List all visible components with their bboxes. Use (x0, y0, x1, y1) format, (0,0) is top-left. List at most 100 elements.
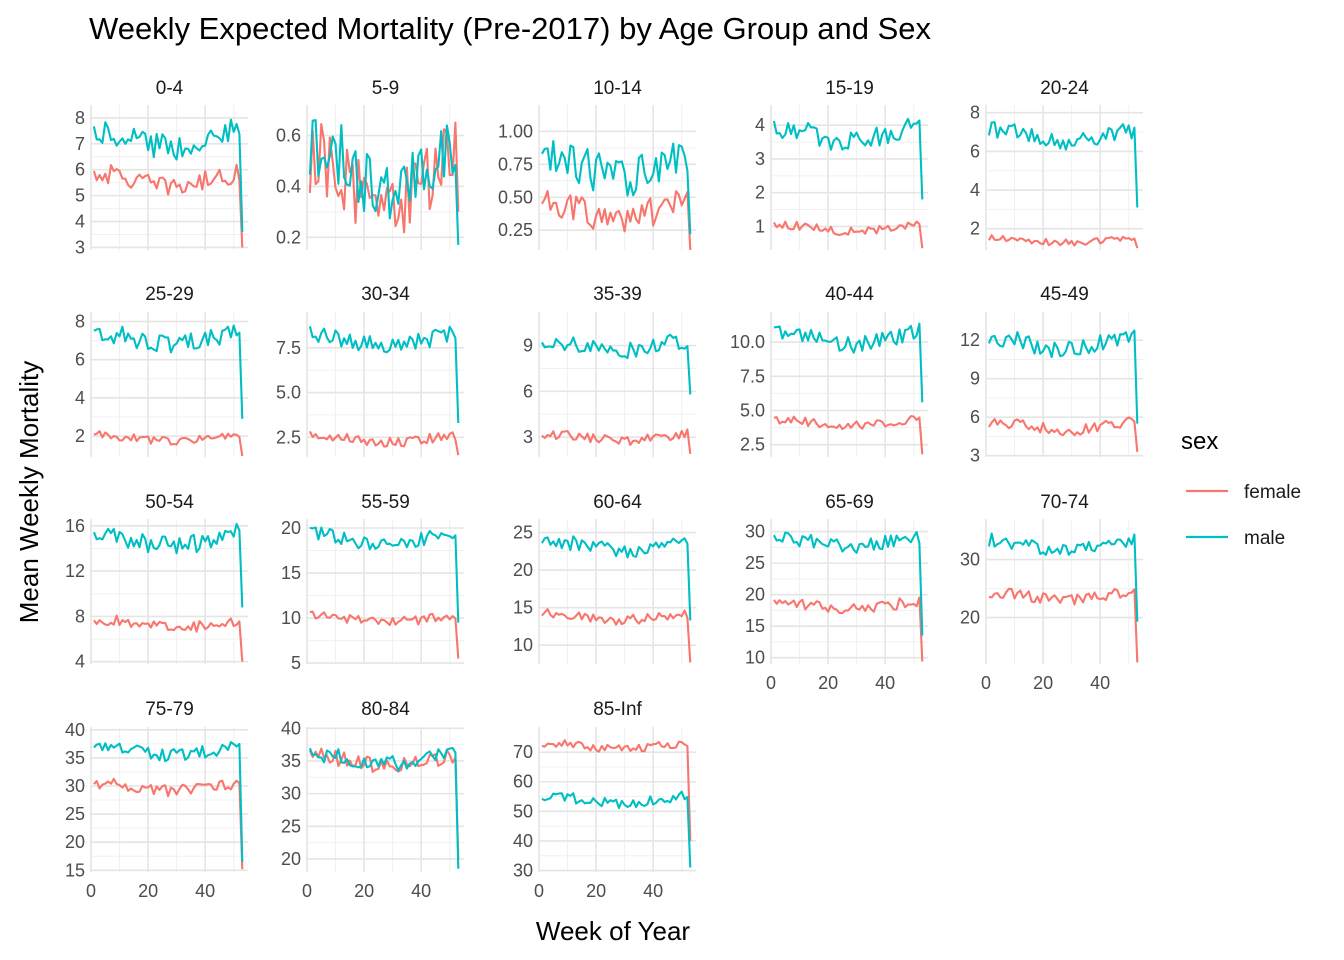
y-tick-label: 30 (281, 784, 301, 804)
y-tick-label: 25 (745, 553, 765, 573)
y-tick-label: 4 (75, 212, 85, 232)
series-line-female (540, 189, 692, 251)
x-tick-label: 0 (766, 673, 776, 693)
facet-panel-5-9: 5-9 0.2 0.4 0.6 (276, 78, 464, 250)
series-line-female (93, 777, 244, 870)
facet-title: 5-9 (372, 78, 399, 99)
series-line-female (541, 608, 692, 663)
x-tick-label: 0 (302, 881, 312, 901)
y-axis-title: Mean Weekly Mortality (14, 361, 44, 624)
y-tick-label: 15 (745, 616, 765, 636)
y-tick-label: 20 (281, 518, 301, 538)
facet-title: 60-64 (593, 492, 642, 513)
facet-title: 75-79 (145, 699, 194, 720)
y-tick-label: 9 (970, 369, 980, 389)
y-tick-label: 9 (523, 336, 533, 356)
series-line-male (773, 322, 924, 403)
y-tick-label: 8 (75, 606, 85, 626)
y-tick-label: 6 (523, 381, 533, 401)
series-line-female (988, 587, 1139, 663)
series-line-male (93, 741, 244, 862)
series-line-female (773, 596, 924, 662)
y-tick-label: 6 (75, 350, 85, 370)
series-line-female (773, 415, 924, 455)
facet-panel-50-54: 50-54 4 8 12 16 (65, 492, 248, 672)
series-line-male (308, 746, 460, 869)
y-tick-label: 8 (75, 312, 85, 332)
y-tick-label: 0.50 (498, 187, 533, 207)
series-line-female (308, 430, 460, 456)
facet-panel-25-29: 25-29 2 4 6 8 (75, 284, 248, 457)
y-tick-label: 20 (65, 832, 85, 852)
y-tick-label: 15 (281, 563, 301, 583)
series-line-female (92, 163, 244, 248)
y-tick-label: 40 (65, 720, 85, 740)
legend: sex female male (1181, 428, 1301, 549)
facet-panel-55-59: 55-59 5 10 15 20 (281, 492, 464, 673)
y-tick-label: 7.5 (740, 366, 765, 386)
y-tick-label: 15 (513, 598, 533, 618)
series-line-male (308, 325, 460, 424)
facet-panel-35-39: 35-39 3 6 9 (523, 284, 696, 457)
y-tick-label: 15 (65, 860, 85, 880)
y-tick-label: 3 (75, 237, 85, 257)
series-line-male (93, 324, 244, 419)
y-tick-label: 4 (970, 180, 980, 200)
series-line-female (93, 614, 244, 662)
x-tick-label: 20 (138, 881, 158, 901)
legend-title: sex (1181, 428, 1218, 455)
y-tick-label: 5.0 (276, 383, 301, 403)
facet-title: 25-29 (145, 284, 194, 305)
y-tick-label: 3 (523, 427, 533, 447)
facet-title: 50-54 (145, 492, 194, 513)
series-line-male (308, 119, 460, 245)
x-tick-label: 40 (195, 881, 215, 901)
y-tick-label: 30 (745, 522, 765, 542)
series-line-male (987, 329, 1139, 424)
y-tick-label: 1 (755, 216, 765, 236)
y-tick-label: 2.5 (276, 427, 301, 447)
facet-panel-20-24: 20-24 2 4 6 8 (970, 78, 1143, 250)
x-tick-label: 0 (86, 881, 96, 901)
x-tick-label: 20 (1033, 673, 1053, 693)
facet-panel-60-64: 60-64 10 15 20 25 (513, 492, 696, 664)
facet-panel-0-4: 0-4 3 4 5 6 7 8 (75, 78, 248, 257)
facet-title: 55-59 (361, 492, 410, 513)
facet-panel-45-49: 45-49 3 6 9 12 (960, 284, 1143, 466)
x-tick-label: 20 (818, 673, 838, 693)
series-line-female (308, 747, 460, 859)
facet-title: 70-74 (1040, 492, 1089, 513)
y-tick-label: 5 (75, 186, 85, 206)
y-tick-label: 4 (75, 652, 85, 672)
series-line-male (772, 531, 924, 636)
x-tick-label: 20 (354, 881, 374, 901)
chart-title: Weekly Expected Mortality (Pre-2017) by … (89, 11, 932, 46)
facet-panel-10-14: 10-14 0.25 0.50 0.75 1.00 (498, 78, 696, 251)
y-tick-label: 7 (75, 134, 85, 154)
x-tick-label: 40 (643, 881, 663, 901)
y-tick-label: 0.6 (276, 126, 301, 146)
series-line-female (541, 428, 692, 455)
y-tick-label: 40 (281, 718, 301, 738)
x-tick-label: 40 (1090, 673, 1110, 693)
y-tick-label: 8 (970, 103, 980, 123)
facet-panel-75-79: 75-79 15 20 25 30 35 40 0 20 40 (65, 699, 248, 901)
series-line-male (987, 121, 1139, 208)
facet-title: 10-14 (593, 78, 642, 99)
series-line-male (92, 118, 244, 232)
y-tick-label: 50 (513, 801, 533, 821)
series-line-male (540, 140, 692, 235)
facet-title: 35-39 (593, 284, 642, 305)
y-tick-label: 0.75 (498, 154, 533, 174)
facet-title: 40-44 (825, 284, 874, 305)
y-tick-label: 4 (75, 388, 85, 408)
y-tick-label: 2.5 (740, 435, 765, 455)
y-tick-label: 20 (745, 585, 765, 605)
y-tick-label: 2 (970, 219, 980, 239)
y-tick-label: 60 (513, 772, 533, 792)
y-tick-label: 12 (960, 330, 980, 350)
y-tick-label: 35 (281, 751, 301, 771)
x-tick-label: 0 (981, 673, 991, 693)
y-tick-label: 10 (745, 648, 765, 668)
